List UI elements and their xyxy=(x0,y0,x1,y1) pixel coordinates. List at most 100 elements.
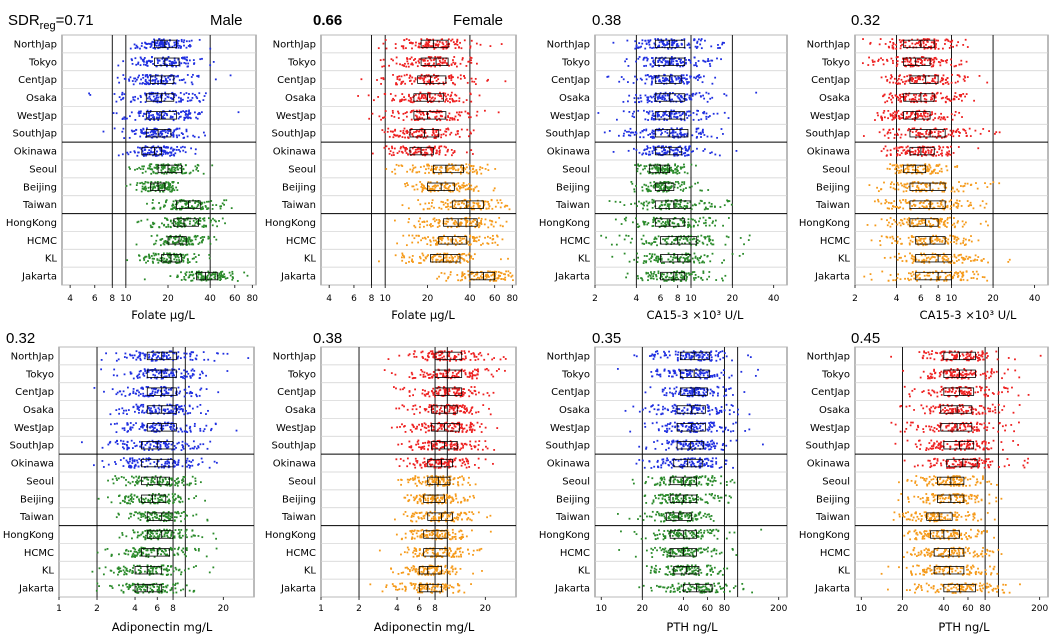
data-point xyxy=(186,74,189,76)
data-point xyxy=(670,38,673,41)
data-point xyxy=(665,201,667,204)
data-point xyxy=(415,61,417,64)
data-point xyxy=(168,43,170,46)
data-point xyxy=(403,127,406,130)
data-point xyxy=(606,76,609,78)
data-point xyxy=(639,136,642,139)
data-point xyxy=(426,75,429,78)
data-point xyxy=(446,198,449,201)
data-point xyxy=(468,216,471,219)
data-point xyxy=(698,202,701,205)
data-point xyxy=(147,186,150,189)
data-point xyxy=(438,145,441,148)
data-point xyxy=(155,132,157,135)
data-point xyxy=(638,151,641,154)
data-point xyxy=(455,221,458,224)
region-label: CentJap xyxy=(551,75,590,86)
data-point xyxy=(138,74,140,77)
data-point xyxy=(420,133,423,136)
data-point xyxy=(147,131,149,134)
data-point xyxy=(433,147,435,150)
data-point xyxy=(181,205,183,208)
data-point xyxy=(148,115,151,117)
data-point xyxy=(638,225,641,228)
data-point xyxy=(428,189,431,191)
data-point xyxy=(218,274,221,276)
data-point xyxy=(162,190,165,193)
data-point xyxy=(203,219,206,222)
data-point xyxy=(423,225,425,228)
data-point xyxy=(145,261,147,264)
data-point xyxy=(205,279,208,282)
data-point xyxy=(483,204,485,207)
data-point xyxy=(700,136,702,138)
data-point xyxy=(418,93,420,96)
data-point xyxy=(703,60,706,63)
data-point xyxy=(496,199,499,202)
data-point xyxy=(722,133,724,135)
data-point xyxy=(697,275,700,278)
data-point xyxy=(451,166,454,169)
data-point xyxy=(678,257,681,260)
data-point xyxy=(681,217,684,219)
data-point xyxy=(659,92,662,95)
data-point xyxy=(680,198,683,201)
x-tick-label: 4 xyxy=(67,294,73,304)
data-point xyxy=(483,203,486,206)
data-point xyxy=(743,243,745,246)
data-point xyxy=(174,238,177,241)
data-point xyxy=(625,216,628,219)
data-point xyxy=(171,65,174,68)
data-point xyxy=(453,199,456,202)
data-point xyxy=(161,111,164,114)
data-point xyxy=(666,132,669,134)
data-point xyxy=(438,240,441,243)
data-point xyxy=(467,240,470,243)
data-point xyxy=(666,242,669,245)
data-point xyxy=(653,97,656,100)
data-point xyxy=(624,219,627,222)
data-point xyxy=(131,130,134,133)
data-point xyxy=(624,129,627,132)
data-point xyxy=(424,45,427,48)
data-point xyxy=(395,83,397,86)
data-point xyxy=(371,112,374,115)
data-point xyxy=(455,261,457,264)
data-point xyxy=(197,74,200,77)
data-point xyxy=(701,81,704,84)
data-point xyxy=(669,148,672,151)
data-point xyxy=(121,97,124,100)
data-point xyxy=(458,100,461,103)
data-point xyxy=(645,260,648,263)
data-point xyxy=(499,224,502,227)
data-point xyxy=(236,280,239,282)
data-point xyxy=(409,58,412,60)
data-point xyxy=(665,237,668,240)
data-point xyxy=(157,44,160,47)
data-point xyxy=(418,226,421,229)
data-point xyxy=(383,116,386,119)
data-point xyxy=(481,242,484,245)
data-point xyxy=(183,223,186,226)
data-point xyxy=(652,112,655,115)
data-point xyxy=(154,135,157,138)
data-point xyxy=(447,238,450,241)
data-point xyxy=(706,278,709,281)
data-point xyxy=(383,146,386,149)
data-point xyxy=(122,127,125,130)
data-point xyxy=(172,153,175,156)
data-point xyxy=(681,113,684,116)
data-point xyxy=(682,190,684,192)
data-point xyxy=(907,63,910,66)
data-point xyxy=(396,152,399,154)
data-point xyxy=(441,38,444,41)
data-point xyxy=(223,275,226,278)
data-point xyxy=(638,46,641,49)
data-point xyxy=(459,224,462,226)
data-point xyxy=(157,80,159,83)
data-point xyxy=(636,261,639,263)
data-point xyxy=(168,260,171,262)
data-point xyxy=(425,45,428,48)
data-point xyxy=(643,165,646,168)
data-point xyxy=(432,236,435,239)
